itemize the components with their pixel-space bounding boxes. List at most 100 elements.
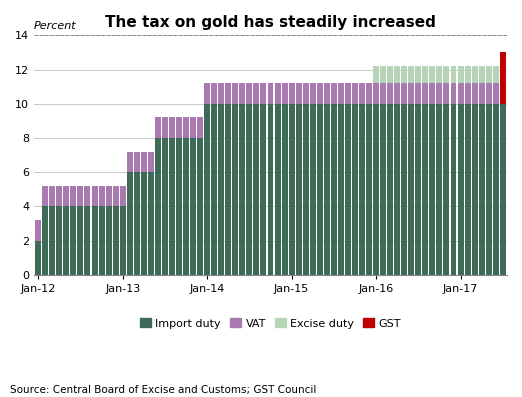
Bar: [120, 206, 126, 275]
Bar: [77, 186, 84, 206]
Bar: [310, 83, 316, 104]
Bar: [436, 104, 443, 275]
Bar: [394, 66, 400, 83]
Bar: [387, 66, 393, 83]
Bar: [85, 186, 90, 206]
Bar: [430, 66, 435, 83]
Bar: [85, 206, 90, 275]
Bar: [204, 104, 210, 275]
Bar: [218, 104, 224, 275]
Bar: [155, 118, 161, 138]
Bar: [366, 83, 372, 104]
Bar: [91, 206, 98, 275]
Bar: [408, 83, 414, 104]
Bar: [226, 104, 231, 275]
Bar: [42, 206, 48, 275]
Text: Source: Central Board of Excise and Customs; GST Council: Source: Central Board of Excise and Cust…: [10, 385, 317, 395]
Bar: [345, 104, 351, 275]
Bar: [211, 104, 217, 275]
Bar: [190, 138, 196, 275]
Bar: [70, 186, 76, 206]
Bar: [105, 206, 112, 275]
Bar: [401, 66, 407, 83]
Bar: [141, 172, 147, 275]
Bar: [148, 152, 154, 172]
Bar: [422, 66, 429, 83]
Bar: [281, 83, 288, 104]
Bar: [253, 104, 259, 275]
Bar: [155, 138, 161, 275]
Bar: [281, 104, 288, 275]
Bar: [127, 172, 133, 275]
Bar: [63, 206, 69, 275]
Bar: [204, 83, 210, 104]
Bar: [317, 104, 323, 275]
Bar: [197, 138, 203, 275]
Bar: [472, 104, 478, 275]
Bar: [134, 172, 140, 275]
Bar: [113, 186, 118, 206]
Bar: [485, 104, 492, 275]
Bar: [436, 83, 443, 104]
Bar: [359, 83, 365, 104]
Bar: [169, 118, 175, 138]
Bar: [56, 186, 62, 206]
Bar: [352, 104, 358, 275]
Bar: [317, 83, 323, 104]
Bar: [465, 66, 470, 83]
Bar: [232, 83, 238, 104]
Bar: [422, 104, 429, 275]
Bar: [211, 83, 217, 104]
Bar: [408, 66, 414, 83]
Bar: [105, 186, 112, 206]
Bar: [289, 104, 294, 275]
Bar: [450, 104, 457, 275]
Bar: [260, 83, 266, 104]
Bar: [472, 66, 478, 83]
Bar: [120, 186, 126, 206]
Bar: [162, 118, 168, 138]
Bar: [169, 138, 175, 275]
Bar: [267, 104, 274, 275]
Bar: [253, 83, 259, 104]
Legend: Import duty, VAT, Excise duty, GST: Import duty, VAT, Excise duty, GST: [135, 314, 406, 333]
Bar: [141, 152, 147, 172]
Bar: [444, 66, 449, 83]
Bar: [226, 83, 231, 104]
Bar: [232, 104, 238, 275]
Bar: [387, 104, 393, 275]
Bar: [113, 206, 118, 275]
Bar: [352, 83, 358, 104]
Bar: [493, 66, 499, 83]
Bar: [465, 104, 470, 275]
Bar: [380, 104, 386, 275]
Bar: [422, 83, 429, 104]
Bar: [479, 66, 484, 83]
Bar: [275, 104, 280, 275]
Bar: [450, 66, 457, 83]
Bar: [458, 83, 464, 104]
Bar: [436, 66, 443, 83]
Bar: [450, 83, 457, 104]
Bar: [183, 138, 189, 275]
Bar: [373, 83, 379, 104]
Bar: [416, 104, 421, 275]
Bar: [458, 104, 464, 275]
Bar: [493, 104, 499, 275]
Bar: [430, 83, 435, 104]
Bar: [444, 83, 449, 104]
Bar: [303, 83, 309, 104]
Bar: [218, 83, 224, 104]
Bar: [485, 83, 492, 104]
Bar: [127, 152, 133, 172]
Bar: [240, 104, 245, 275]
Bar: [197, 118, 203, 138]
Bar: [345, 83, 351, 104]
Bar: [408, 104, 414, 275]
Bar: [267, 83, 274, 104]
Bar: [479, 104, 484, 275]
Bar: [331, 83, 337, 104]
Bar: [500, 52, 506, 104]
Bar: [162, 138, 168, 275]
Bar: [324, 83, 330, 104]
